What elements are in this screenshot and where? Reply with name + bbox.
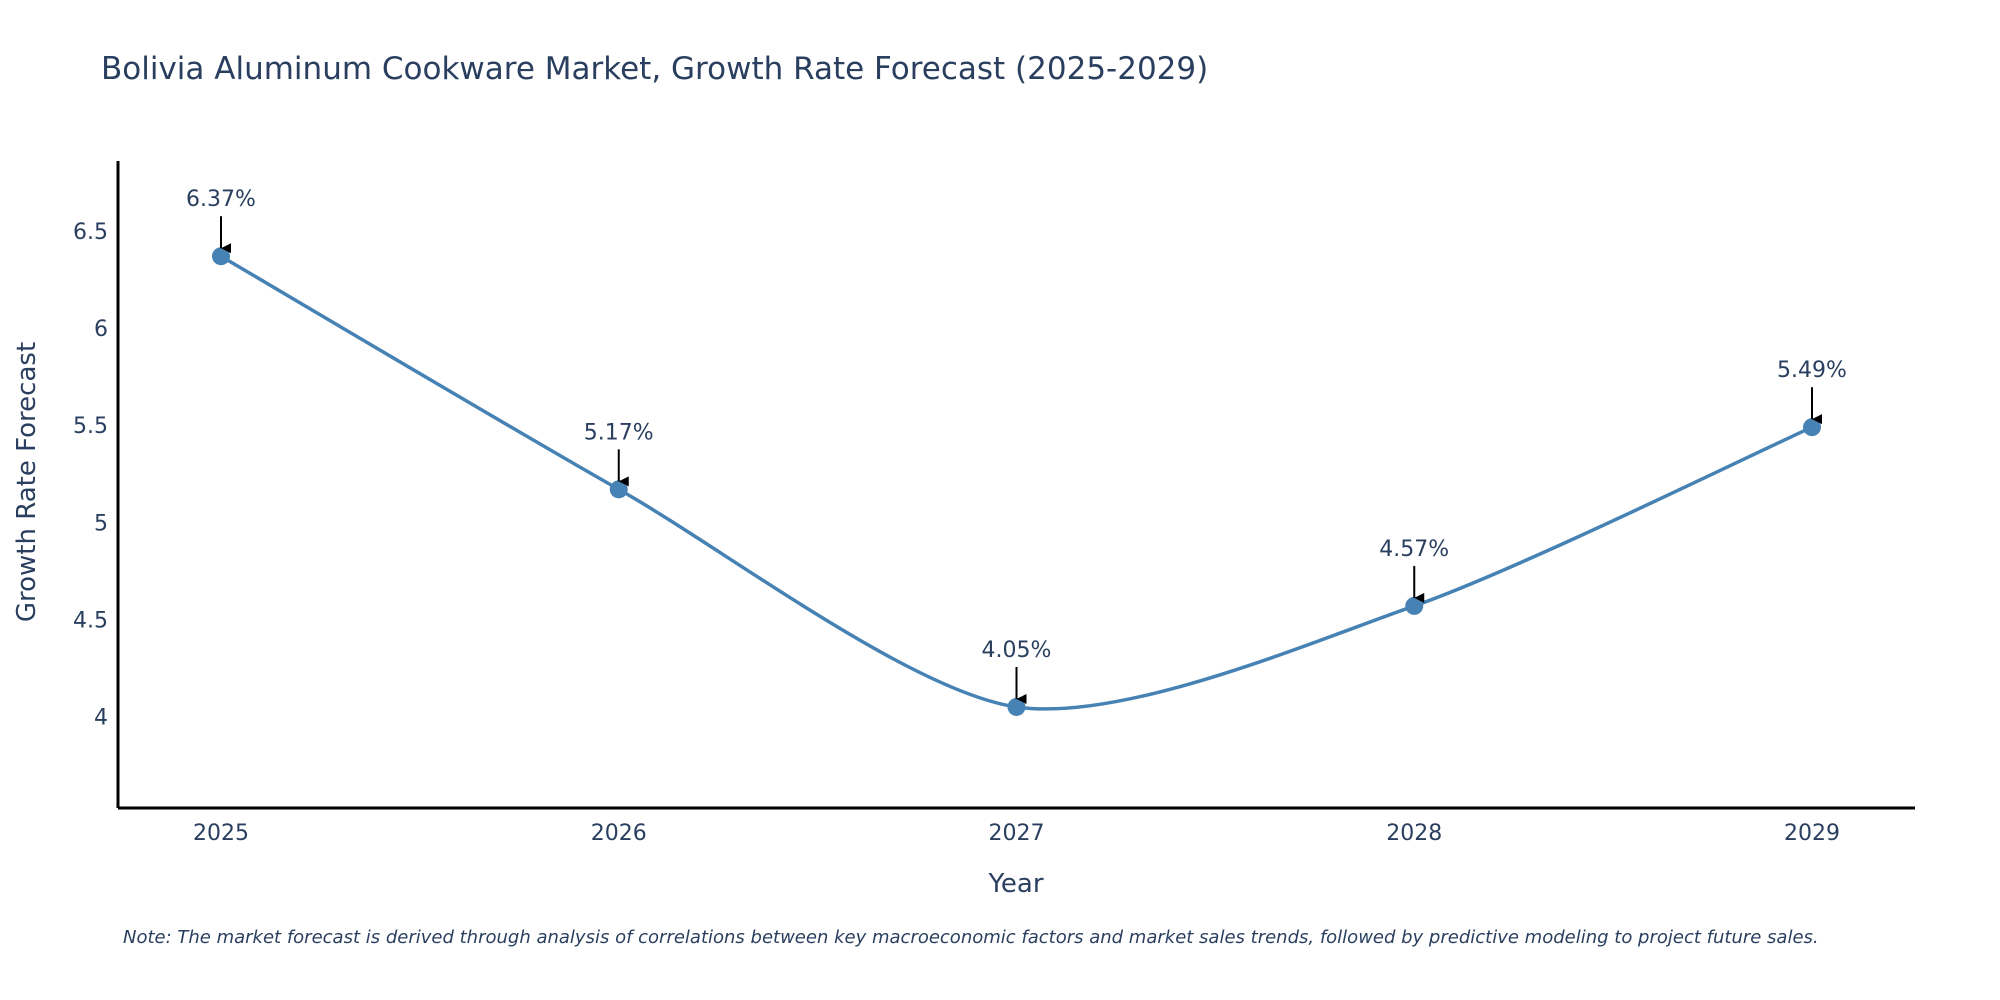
x-tick-label: 2028 [1386,821,1442,846]
x-axis-ticks: 2025 2026 2027 2028 2029 [193,821,1840,846]
y-tick-label: 5 [94,511,108,536]
data-label-2025: 6.37% [186,187,256,212]
footnote: Note: The market forecast is derived thr… [123,927,1819,948]
data-label-2028: 4.57% [1379,537,1449,562]
data-point-2028 [1405,596,1424,615]
x-tick-label: 2027 [989,821,1045,846]
y-tick-label: 5.5 [73,414,108,439]
data-label-annotations: 6.37% 5.17% 4.05% 4.57% 5.49% [186,187,1847,704]
data-label-2029: 5.49% [1777,358,1847,383]
x-tick-label: 2029 [1784,821,1840,846]
y-tick-label: 4.5 [73,609,108,634]
y-tick-label: 4 [94,706,108,731]
y-axis-ticks: 4 4.5 5 5.5 6 6.5 [73,220,108,731]
y-tick-label: 6 [94,317,108,342]
data-point-2026 [609,480,628,499]
data-point-2029 [1803,418,1821,437]
data-point-2027 [1007,697,1026,716]
y-axis-title: Growth Rate Forecast [12,342,42,622]
x-axis-title: Year [987,869,1043,899]
data-label-2027: 4.05% [982,638,1052,663]
x-tick-label: 2025 [193,821,249,846]
data-point-2025 [212,247,230,266]
y-tick-label: 6.5 [73,220,108,245]
x-tick-label: 2026 [591,821,647,846]
chart-title: Bolivia Aluminum Cookware Market, Growth… [101,51,1208,87]
data-label-2026: 5.17% [584,420,654,445]
